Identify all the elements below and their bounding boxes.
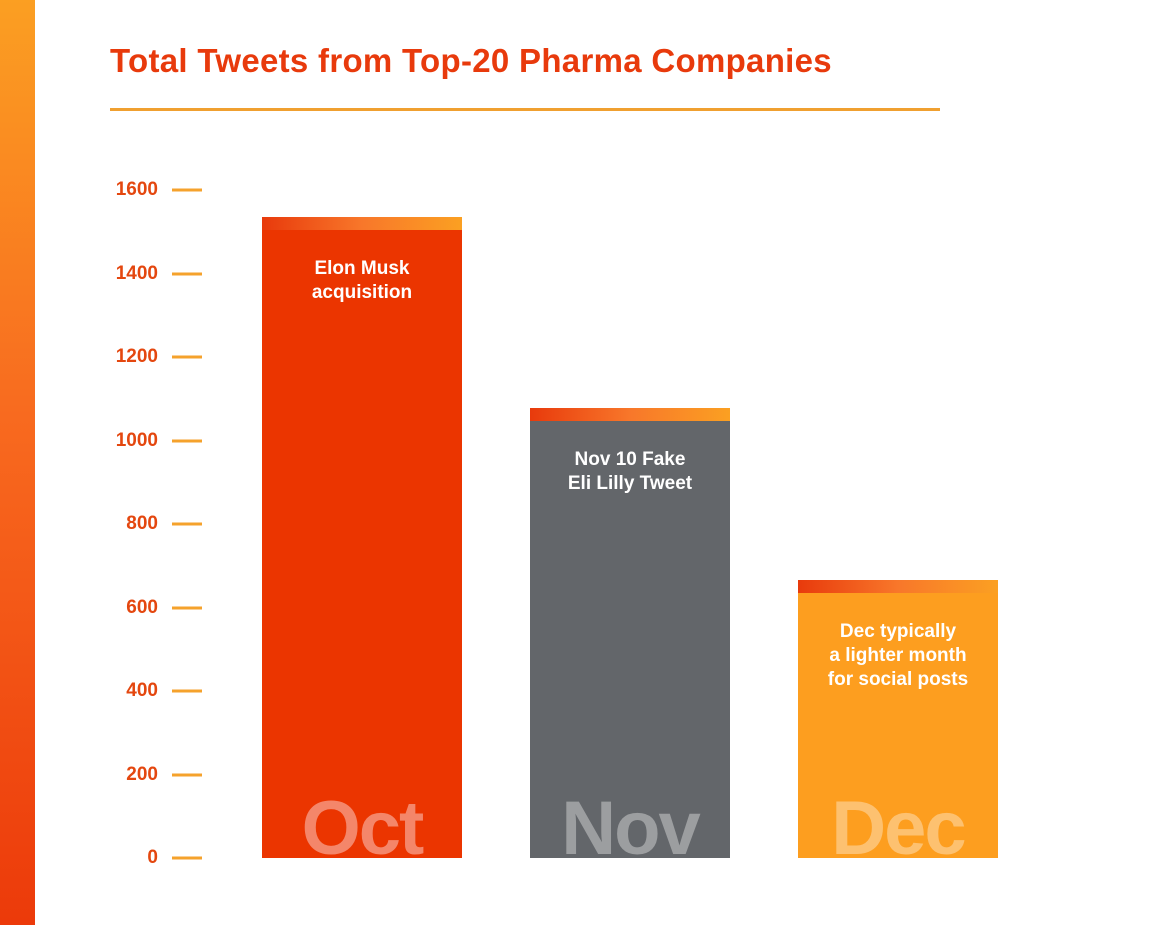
bar-month-label: Oct — [301, 785, 425, 858]
bar-cap — [798, 579, 998, 593]
bar-oct: Elon Musk acquisition Oct — [262, 217, 462, 858]
y-tick-mark — [172, 856, 202, 860]
y-tick-mark — [172, 606, 202, 609]
y-tick-label: 200 — [126, 763, 158, 785]
y-tick-label: 600 — [126, 596, 158, 618]
bar-annotation: Elon Musk acquisition — [311, 258, 413, 304]
y-tick-label: 1000 — [115, 429, 158, 451]
bar-cap — [262, 217, 462, 231]
y-tick-label: 0 — [147, 847, 158, 868]
y-tick-label: 1400 — [115, 262, 158, 284]
y-tick-mark — [172, 355, 202, 359]
y-tick-mark — [172, 439, 202, 442]
y-tick-label: 1600 — [115, 179, 158, 200]
bar-annotation: Dec typically a lighter month for social… — [827, 620, 969, 690]
chart-title: Total Tweets from Top-20 Pharma Companie… — [110, 42, 832, 79]
bar-month-label: Nov — [561, 785, 701, 858]
bar-annotation: Nov 10 Fake Eli Lilly Tweet — [567, 448, 693, 494]
bar-month-label: Dec — [831, 785, 966, 858]
y-tick-label: 800 — [126, 513, 158, 534]
bar-cap — [530, 407, 730, 421]
title-underline — [110, 108, 940, 111]
bar-nov: Nov 10 Fake Eli Lilly Tweet Nov — [530, 407, 730, 858]
bar-dec: Dec typically a lighter month for social… — [798, 579, 998, 858]
y-tick-mark — [172, 773, 202, 776]
y-tick-label: 1200 — [115, 346, 158, 367]
y-tick-label: 400 — [126, 680, 158, 701]
y-tick-mark — [172, 188, 202, 192]
y-tick-mark — [172, 272, 202, 275]
side-accent-bar — [0, 0, 35, 925]
y-tick-mark — [172, 689, 202, 693]
y-tick-mark — [172, 522, 202, 526]
